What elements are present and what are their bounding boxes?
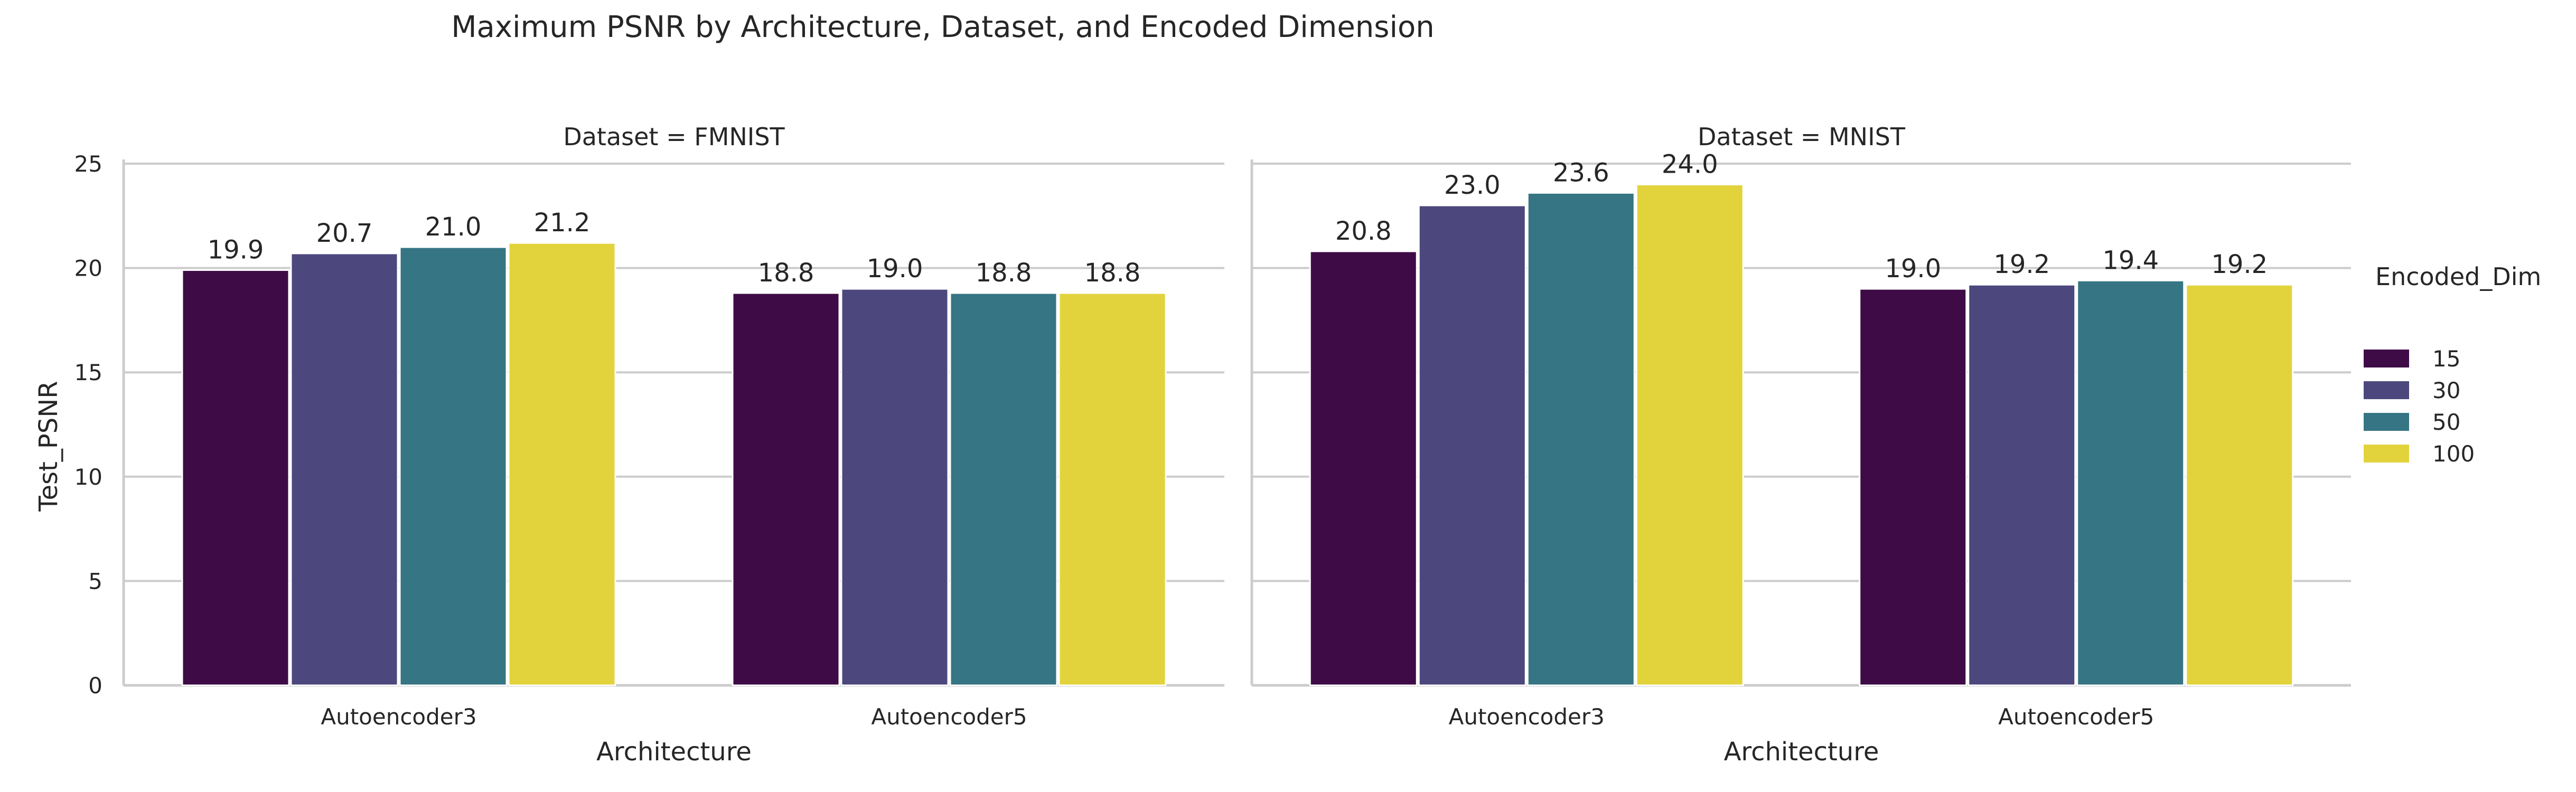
x-tick-label: Autoencoder5 [1998,704,2154,730]
bar-label: 19.0 [1885,254,1941,284]
bar [1635,184,1744,686]
bar-label: 19.2 [1993,250,2050,279]
bar [508,242,616,686]
chart-title: Maximum PSNR by Architecture, Dataset, a… [451,10,1435,44]
panels: 0 5 10 15 20 25 Dataset = FMNIST 19.9 20.7 21.0 21… [74,122,2351,767]
y-tick-label: 5 [88,568,102,594]
bar [732,292,840,686]
bar-label: 18.8 [758,258,814,288]
bar [2185,284,2294,686]
panel-1: 0 5 10 15 20 25 Dataset = FMNIST 19.9 20.7 21.0 21… [74,122,1224,767]
bar [1418,204,1526,686]
panel-title: Dataset = MNIST [1698,122,1906,151]
y-tick-label: 20 [74,256,102,281]
legend-title: Encoded_Dim [2375,262,2541,291]
bar-label: 19.9 [208,235,264,265]
legend-label: 15 [2432,346,2460,372]
bar-label: 20.7 [316,219,373,248]
bar [290,252,399,686]
legend-swatch [2364,350,2409,367]
legend-swatch [2364,445,2409,463]
bar [1309,250,1418,686]
y-tick-label: 15 [74,360,102,385]
bar [1526,192,1635,686]
x-tick-label: Autoencoder3 [321,704,476,730]
bar-label: 19.4 [2102,246,2159,275]
legend: Encoded_Dim 15 30 50 100 [2364,262,2541,467]
bar [399,246,508,686]
bar [181,269,290,686]
bar-label: 18.8 [976,258,1032,288]
bar [1968,284,2076,686]
bar [1058,292,1167,686]
x-axis-label: Architecture [1724,737,1879,767]
bar [1859,288,1968,686]
bar-label: 18.8 [1084,258,1141,288]
bar-label: 21.0 [425,212,482,242]
bar-label: 19.2 [2211,250,2268,279]
bar-label: 20.8 [1335,216,1392,246]
legend-swatch [2364,381,2409,399]
y-tick-label: 25 [74,151,102,177]
bar-label: 23.0 [1444,171,1501,200]
x-axis-label: Architecture [596,737,752,767]
panel-title: Dataset = FMNIST [563,122,785,151]
bar-label: 23.6 [1553,158,1609,187]
legend-label: 30 [2432,378,2460,403]
bar [840,288,949,686]
x-tick-label: Autoencoder5 [871,704,1027,730]
bar-label: 24.0 [1662,150,1718,180]
legend-label: 100 [2432,441,2475,467]
y-tick-label: 0 [88,673,102,699]
y-axis-label: Test_PSNR [34,381,63,512]
legend-label: 50 [2432,409,2460,435]
bar-label: 21.2 [534,208,591,238]
bar [949,292,1058,686]
x-tick-label: Autoencoder3 [1449,704,1605,730]
bar [2076,279,2185,686]
y-tick-label: 10 [74,464,102,490]
bar-label: 19.0 [867,254,923,284]
panel-2: Dataset = MNIST 20.8 23.0 23.6 24.0 Autoencod… [1250,122,2351,767]
legend-swatch [2364,413,2409,431]
